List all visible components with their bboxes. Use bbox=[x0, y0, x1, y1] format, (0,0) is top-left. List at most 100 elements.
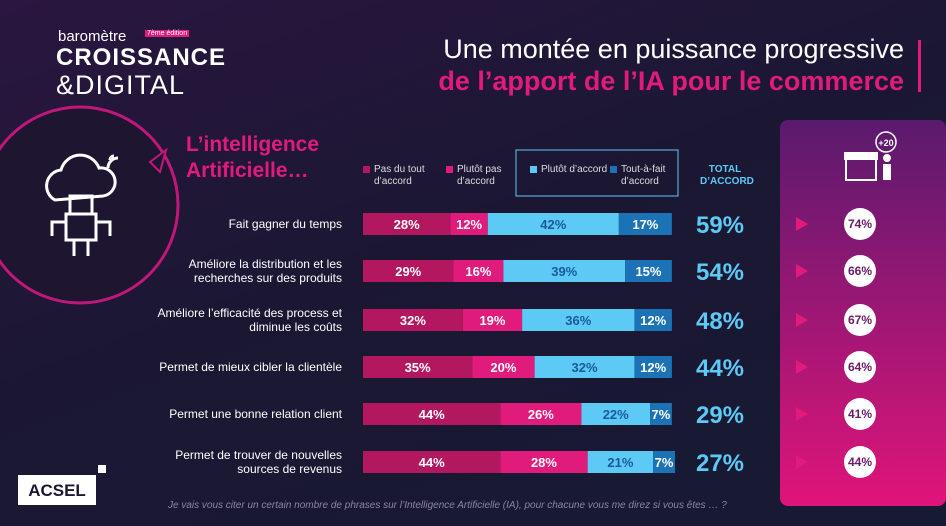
totals-header: TOTAL D’ACCORD bbox=[700, 164, 754, 187]
brand-edition: 7ème édition bbox=[145, 30, 190, 37]
comparison-label: 41% bbox=[848, 407, 872, 421]
comparison-circle bbox=[844, 208, 876, 240]
bar-segment bbox=[653, 451, 675, 473]
icon-circle bbox=[0, 105, 180, 305]
bar-segment bbox=[650, 403, 672, 425]
comparison-label: 66% bbox=[848, 264, 872, 278]
title-line1: Une montée en puissance progressive bbox=[443, 34, 904, 64]
bar-label: 7% bbox=[652, 407, 671, 422]
bar-label: 22% bbox=[603, 407, 629, 422]
comparison-label: 67% bbox=[848, 313, 872, 327]
logo: ACSEL bbox=[28, 481, 86, 500]
arrow bbox=[796, 360, 808, 374]
bar-segment bbox=[462, 309, 523, 331]
bar-label: 42% bbox=[540, 217, 566, 232]
bar-label: 12% bbox=[456, 217, 482, 232]
legend-label: Plutôt pas d’accord bbox=[457, 164, 502, 187]
bar-label: 28% bbox=[531, 455, 557, 470]
category-label: Fait gagner du temps bbox=[228, 217, 342, 231]
bar-label: 7% bbox=[655, 455, 674, 470]
bar-segment bbox=[522, 309, 635, 331]
category-label: Améliore la distribution et les recherch… bbox=[188, 257, 342, 285]
bar-segment bbox=[453, 260, 504, 282]
bar-segment bbox=[587, 451, 654, 473]
arrow bbox=[796, 407, 808, 421]
comparison-circle bbox=[844, 398, 876, 430]
bar-label: 12% bbox=[640, 360, 666, 375]
brand-line2: CROISSANCE bbox=[56, 44, 227, 71]
bar-label: 44% bbox=[419, 455, 445, 470]
logo-square bbox=[98, 465, 106, 473]
legend-bracket bbox=[515, 149, 679, 197]
bar-segment bbox=[363, 213, 451, 235]
robot-icon bbox=[45, 153, 119, 256]
section-label: L’intelligence Artificielle… bbox=[186, 133, 320, 182]
bar-segment bbox=[363, 356, 473, 378]
total-label: 48% bbox=[696, 308, 744, 335]
total-label: 44% bbox=[696, 355, 744, 382]
bar-segment bbox=[472, 356, 535, 378]
bar-label: 26% bbox=[528, 407, 554, 422]
bar-segment bbox=[450, 213, 488, 235]
store-icon bbox=[844, 131, 897, 181]
bar-label: 39% bbox=[551, 264, 577, 279]
bar-segment bbox=[503, 260, 626, 282]
total-label: 54% bbox=[696, 259, 744, 286]
legend-label: Tout-à-fait d’accord bbox=[621, 164, 666, 187]
category-label: Permet de trouver de nouvelles sources d… bbox=[175, 448, 342, 476]
legend-swatch bbox=[446, 166, 453, 173]
bar-segment bbox=[500, 403, 582, 425]
comparison-circle bbox=[844, 304, 876, 336]
bar-label: 17% bbox=[632, 217, 658, 232]
bar-label: 12% bbox=[640, 313, 666, 328]
arrow bbox=[796, 313, 808, 327]
arrow bbox=[796, 455, 808, 469]
bar-label: 19% bbox=[479, 313, 505, 328]
badge: +20 bbox=[878, 138, 893, 148]
title-line2: de l’apport de l’IA pour le commerce bbox=[438, 66, 904, 96]
logo-box bbox=[18, 475, 96, 505]
bar-segment bbox=[634, 356, 672, 378]
bar-label: 35% bbox=[405, 360, 431, 375]
total-label: 59% bbox=[696, 212, 744, 239]
bar-segment bbox=[500, 451, 588, 473]
brand-line1: baromètre bbox=[58, 28, 127, 45]
category-label: Améliore l’efficacité des process et dim… bbox=[157, 306, 342, 334]
bar-segment bbox=[363, 451, 501, 473]
category-label: Permet une bonne relation client bbox=[169, 407, 342, 421]
comparison-label: 44% bbox=[848, 455, 872, 469]
footnote: Je vais vous citer un certain nombre de … bbox=[168, 500, 727, 511]
bar-label: 15% bbox=[635, 264, 661, 279]
bar-segment bbox=[487, 213, 619, 235]
comparison-label: 64% bbox=[848, 360, 872, 374]
brand-line3: &DIGITAL bbox=[56, 70, 186, 100]
total-label: 27% bbox=[696, 450, 744, 477]
bar-segment bbox=[363, 309, 463, 331]
bar-segment bbox=[363, 260, 454, 282]
bar-label: 36% bbox=[565, 313, 591, 328]
legend-label: Pas du tout d’accord bbox=[374, 164, 425, 187]
total-label: 29% bbox=[696, 402, 744, 429]
legend-label: Plutôt d’accord bbox=[541, 164, 608, 175]
bar-segment bbox=[634, 309, 672, 331]
bar-label: 28% bbox=[394, 217, 420, 232]
bubble-tail bbox=[148, 147, 168, 174]
bar-label: 20% bbox=[490, 360, 516, 375]
legend-swatch bbox=[530, 166, 537, 173]
legend-swatch bbox=[610, 166, 617, 173]
bar-segment bbox=[625, 260, 672, 282]
bar-label: 44% bbox=[419, 407, 445, 422]
comparison-label: 74% bbox=[848, 217, 872, 231]
comparison-circle bbox=[844, 446, 876, 478]
bar-label: 29% bbox=[395, 264, 421, 279]
bar-label: 16% bbox=[465, 264, 491, 279]
title-accent bbox=[918, 40, 921, 92]
legend-swatch bbox=[363, 166, 370, 173]
bar-segment bbox=[618, 213, 672, 235]
bar-label: 21% bbox=[607, 455, 633, 470]
bar-segment bbox=[363, 403, 501, 425]
bar-segment bbox=[534, 356, 635, 378]
comparison-circle bbox=[844, 351, 876, 383]
